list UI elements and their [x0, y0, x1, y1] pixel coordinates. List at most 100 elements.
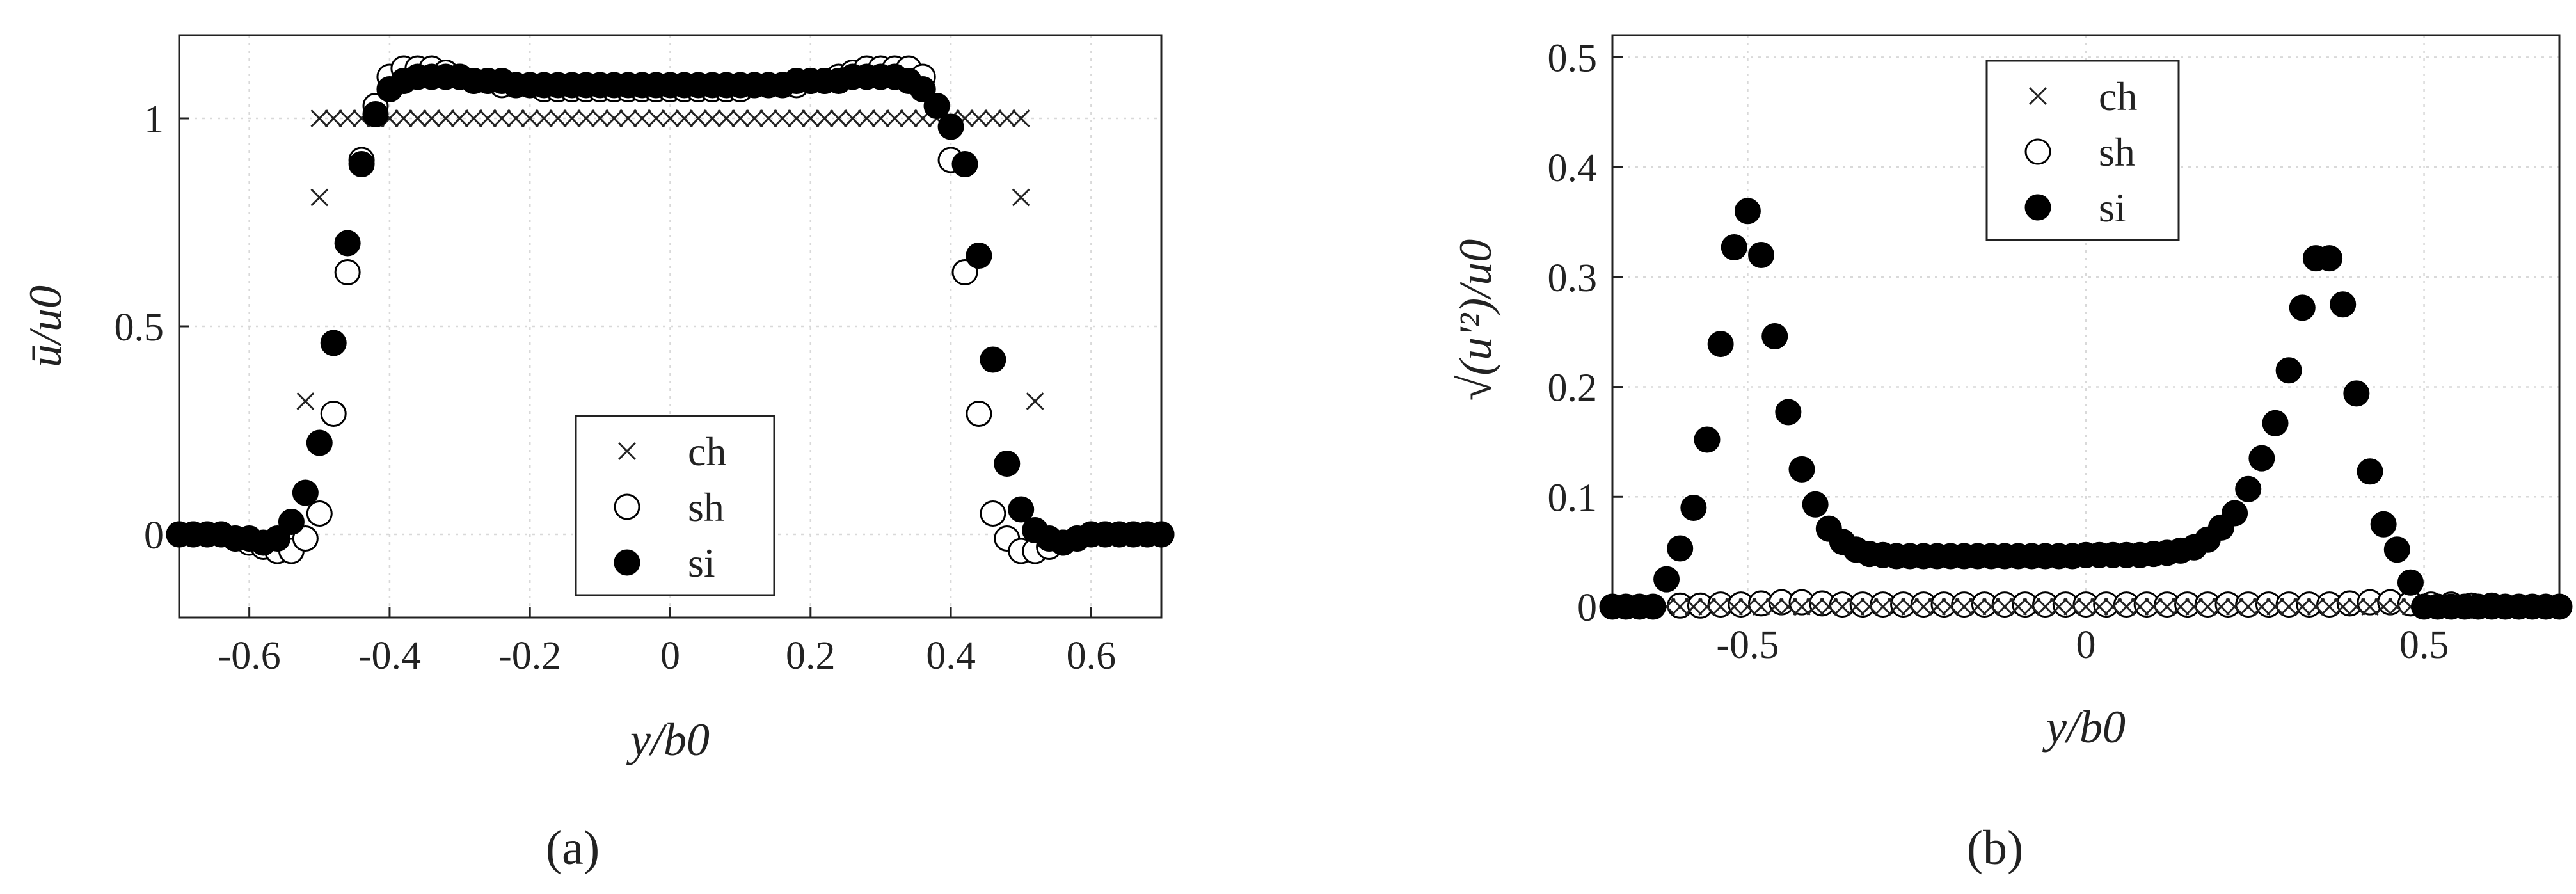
point-si — [951, 151, 978, 177]
point-ch — [2374, 598, 2393, 616]
point-ch — [1968, 598, 1987, 616]
point-ch — [801, 109, 820, 127]
point-si — [2222, 500, 2248, 527]
legend-label-si: si — [2099, 185, 2126, 230]
point-ch — [2090, 598, 2109, 616]
point-si — [1761, 323, 1788, 350]
point-ch — [2063, 598, 2081, 616]
point-ch — [507, 109, 525, 127]
point-ch — [2307, 598, 2325, 616]
point-si — [1748, 241, 1775, 268]
point-si — [1680, 494, 1707, 521]
point-si — [2397, 569, 2424, 596]
point-si — [909, 76, 936, 102]
point-ch — [886, 109, 904, 127]
point-ch — [1026, 392, 1044, 410]
point-si — [264, 525, 290, 552]
point-ch — [2266, 598, 2284, 616]
point-ch — [983, 109, 1002, 127]
point-ch — [815, 109, 834, 127]
point-ch — [408, 109, 427, 127]
x-tick-label: 0.2 — [786, 634, 836, 678]
point-ch — [1873, 598, 1892, 616]
point-ch — [1914, 598, 1933, 616]
legend-label-ch: ch — [2099, 74, 2137, 119]
point-ch — [787, 109, 806, 127]
point-ch — [970, 109, 988, 127]
legend-marker-sh — [614, 493, 640, 520]
point-ch — [2320, 598, 2339, 616]
point-si — [2357, 458, 2383, 485]
point-si — [2262, 410, 2289, 436]
point-ch — [2347, 598, 2365, 616]
point-ch — [2023, 598, 2041, 616]
panel-b: -0.5 0 0.5 0 0.1 0.2 0.3 0.4 0.5 y/b0 √(u'²)/u0 ch s… — [1450, 34, 2573, 753]
point-ch — [1752, 598, 1770, 616]
point-ch — [2144, 598, 2163, 616]
point-ch — [2117, 598, 2136, 616]
legend-label-si: si — [688, 540, 715, 586]
point-ch — [422, 109, 441, 127]
point-ch — [577, 109, 595, 127]
point-ch — [310, 109, 329, 127]
point-ch — [900, 109, 918, 127]
point-si — [937, 113, 964, 140]
point-ch — [1955, 598, 1973, 616]
point-ch — [450, 109, 469, 127]
point-ch — [2077, 598, 2095, 616]
point-ch — [394, 109, 413, 127]
legend-marker-si — [2024, 194, 2051, 221]
point-ch — [1793, 598, 1811, 616]
point-ch — [493, 109, 511, 127]
panel-a: -0.6 -0.4 -0.2 0 0.2 0.4 0.6 0 0.5 1 y/b0 ū/u0 ch sh s… — [20, 34, 1175, 765]
point-ch — [2361, 598, 2379, 616]
legend-marker-si — [614, 549, 640, 576]
point-si — [1707, 331, 1734, 358]
point-ch — [2131, 598, 2149, 616]
y-tick-label: 0.5 — [115, 306, 164, 349]
point-si — [2275, 357, 2302, 384]
legend-label-sh: sh — [688, 484, 724, 530]
point-ch — [1941, 598, 1960, 616]
point-si — [2546, 593, 2573, 620]
point-ch — [871, 109, 890, 127]
point-ch — [2172, 598, 2190, 616]
point-ch — [436, 109, 455, 127]
point-ch — [1712, 598, 1730, 616]
point-sh — [980, 500, 1006, 527]
point-ch — [717, 109, 736, 127]
point-si — [278, 509, 305, 535]
y-tick-label: 0 — [144, 514, 164, 557]
x-tick-label: 0.5 — [2399, 623, 2449, 667]
point-ch — [2009, 598, 2028, 616]
point-si — [2370, 511, 2397, 538]
point-si — [2316, 245, 2343, 272]
y-tick-label: 0.2 — [1548, 367, 1598, 410]
y-tick-label: 0.1 — [1548, 476, 1598, 520]
x-axis-label: y/b0 — [626, 714, 710, 765]
point-ch — [549, 109, 567, 127]
point-si — [320, 330, 347, 356]
point-ch — [619, 109, 637, 127]
point-ch — [479, 109, 497, 127]
legend-marker-ch — [618, 442, 636, 460]
x-tick-label: -0.5 — [1716, 623, 1779, 667]
point-ch — [829, 109, 848, 127]
point-ch — [1982, 598, 2000, 616]
point-sh — [966, 401, 992, 427]
point-si — [1775, 399, 1802, 426]
y-tick-label: 0.4 — [1548, 147, 1598, 190]
point-ch — [1901, 598, 1920, 616]
legend-label-sh: sh — [2099, 129, 2135, 175]
point-ch — [843, 109, 862, 127]
point-ch — [1888, 598, 1905, 616]
point-si — [1802, 491, 1829, 518]
point-si — [994, 451, 1021, 477]
data-points — [1599, 198, 2573, 620]
legend: ch sh si — [575, 415, 775, 596]
point-si — [1667, 535, 1694, 562]
legend-marker-ch — [2029, 87, 2047, 105]
point-ch — [521, 109, 539, 127]
point-si — [1788, 456, 1815, 483]
